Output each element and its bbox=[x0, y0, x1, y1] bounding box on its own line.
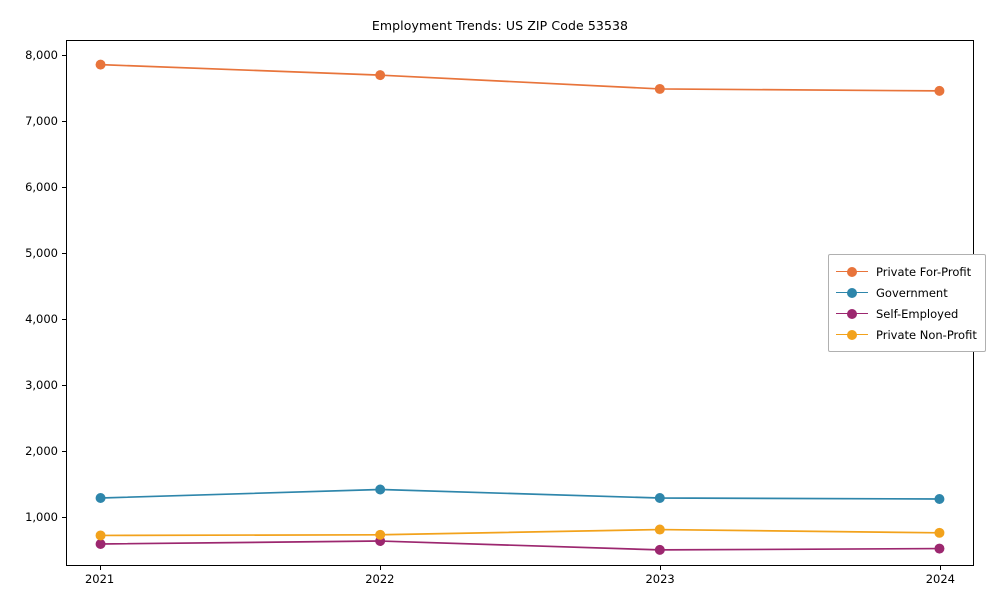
legend-swatch-icon bbox=[836, 328, 868, 342]
legend-item[interactable]: Private Non-Profit bbox=[836, 324, 977, 345]
y-axis-tick-mark bbox=[62, 121, 66, 123]
legend-marker-icon bbox=[847, 329, 857, 340]
legend-marker-icon bbox=[847, 266, 857, 277]
data-point bbox=[654, 544, 665, 555]
data-point bbox=[934, 543, 945, 554]
series-line bbox=[99, 540, 941, 551]
y-axis-tick-mark bbox=[62, 252, 66, 254]
data-point bbox=[934, 527, 945, 538]
legend-item-label: Self-Employed bbox=[876, 306, 959, 321]
series-private-for-profit bbox=[95, 59, 945, 96]
data-point bbox=[934, 85, 945, 96]
data-point bbox=[375, 70, 386, 81]
data-point bbox=[654, 493, 665, 504]
legend-item[interactable]: Self-Employed bbox=[836, 303, 977, 324]
data-point bbox=[375, 529, 386, 540]
x-axis-tick-label: 2021 bbox=[84, 572, 115, 586]
y-axis-tick-mark bbox=[62, 450, 66, 452]
x-axis-tick-mark bbox=[99, 566, 101, 570]
legend-item-label: Private Non-Profit bbox=[876, 327, 977, 342]
legend-item-label: Government bbox=[876, 285, 948, 300]
series-self-employed bbox=[95, 536, 945, 555]
y-axis-tick-mark bbox=[62, 55, 66, 57]
series-private-non-profit bbox=[95, 524, 945, 541]
data-point bbox=[95, 530, 106, 541]
data-point bbox=[654, 83, 665, 94]
data-point bbox=[95, 493, 106, 504]
y-axis-tick-label: 1,000 bbox=[25, 509, 58, 524]
legend-marker-icon bbox=[847, 287, 857, 298]
data-point bbox=[95, 59, 106, 70]
legend-item-label: Private For-Profit bbox=[876, 264, 972, 279]
data-point bbox=[375, 484, 386, 495]
x-axis-tick-label: 2024 bbox=[925, 572, 955, 586]
y-axis-tick-labels: 1,000 2,000 3,000 4,000 5,000 6,000 7,000 8,000 bbox=[0, 0, 58, 600]
legend-item[interactable]: Private For-Profit bbox=[836, 261, 977, 282]
x-axis-tick-mark bbox=[940, 566, 942, 570]
y-axis-tick-mark bbox=[62, 384, 66, 386]
y-axis-tick-label: 8,000 bbox=[25, 48, 58, 63]
y-axis-tick-label: 6,000 bbox=[25, 179, 58, 194]
y-axis-tick-label: 2,000 bbox=[25, 443, 58, 458]
series-line bbox=[99, 488, 941, 500]
series-line bbox=[99, 528, 941, 537]
chart-title: Employment Trends: US ZIP Code 53538 bbox=[371, 18, 629, 33]
legend-swatch-icon bbox=[836, 286, 868, 300]
y-axis-tick-mark bbox=[62, 516, 66, 518]
legend-item[interactable]: Government bbox=[836, 282, 977, 303]
series-government bbox=[95, 484, 945, 504]
data-point bbox=[95, 539, 106, 549]
y-axis-tick-label: 5,000 bbox=[25, 245, 58, 260]
y-axis-tick-mark bbox=[62, 318, 66, 320]
x-axis-tick-mark bbox=[660, 566, 662, 570]
y-axis-tick-mark bbox=[62, 186, 66, 189]
x-axis-tick-label: 2022 bbox=[365, 572, 395, 586]
y-axis-tick-label: 7,000 bbox=[25, 114, 58, 129]
chart-legend: Private For-Profit Government Self-Employe… bbox=[828, 254, 986, 352]
y-axis-tick-label: 4,000 bbox=[25, 311, 58, 326]
plot-svg bbox=[95, 59, 945, 555]
series-line bbox=[99, 63, 941, 92]
legend-swatch-icon bbox=[836, 307, 868, 321]
data-point bbox=[934, 494, 945, 504]
x-axis-tick-mark bbox=[379, 566, 381, 570]
x-axis-tick-label: 2023 bbox=[645, 572, 675, 586]
y-axis-tick-label: 3,000 bbox=[25, 377, 58, 392]
legend-marker-icon bbox=[847, 308, 857, 319]
data-point bbox=[654, 524, 665, 535]
legend-swatch-icon bbox=[836, 265, 868, 279]
